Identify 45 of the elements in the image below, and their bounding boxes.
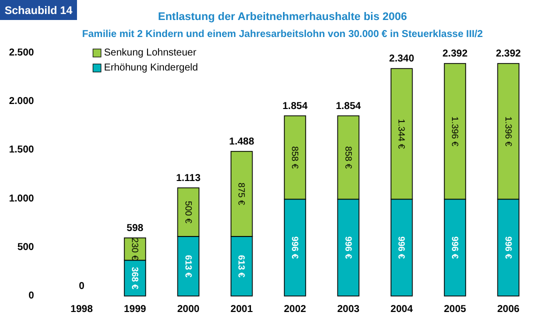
data-label: 858 €: [343, 146, 354, 169]
x-tick-label: 2005: [444, 304, 467, 315]
chart-subtitle: Familie mit 2 Kindern und einem Jahresarbeitslohn von 30.000 € in Steuerklasse III/2: [82, 29, 484, 40]
data-label: 875 €: [236, 182, 247, 206]
data-label: 500 €: [183, 200, 194, 224]
x-tick-label: 2000: [177, 304, 200, 315]
y-tick-label: 0: [28, 290, 34, 302]
y-tick-label: 2.500: [8, 48, 34, 58]
data-label: 996 €: [450, 236, 460, 259]
total-label: 2.392: [496, 48, 522, 60]
y-tick-label: 500: [17, 242, 34, 253]
total-label: 1.854: [282, 100, 308, 112]
y-tick-label: 1.000: [8, 193, 34, 204]
data-label: 996 €: [396, 236, 407, 259]
data-label: 368 €: [130, 266, 140, 290]
total-label: 598: [126, 222, 144, 234]
total-label: 2.340: [389, 54, 415, 65]
y-tick-label: 2.000: [8, 96, 34, 108]
total-label: 0: [78, 281, 85, 292]
data-label: 613 €: [183, 254, 194, 278]
data-label: 1.396 €: [503, 116, 514, 146]
total-label: 1.488: [229, 136, 255, 148]
y-tick-label: 1.500: [8, 144, 34, 156]
total-label: 2.392: [442, 48, 468, 60]
chart-title: Entlastung der Arbeitnehmerhaushalte bis 2006: [158, 11, 407, 23]
text: Schaubild 14: [4, 5, 74, 17]
total-label: 1.854: [336, 100, 362, 112]
data-label: 1.396 €: [450, 116, 460, 146]
data-label: 858 €: [290, 146, 300, 169]
data-label: 996 €: [290, 236, 300, 259]
data-label: 996 €: [503, 236, 514, 259]
x-tick-label: 2002: [284, 304, 307, 315]
data-label: 996 €: [343, 236, 354, 259]
x-tick-label: 2001: [230, 304, 254, 315]
x-tick-label: 2003: [337, 304, 360, 315]
data-label: 230 €: [130, 238, 140, 260]
legend-label: Senkung Lohnsteuer: [104, 48, 197, 58]
x-tick-label: 1998: [70, 304, 94, 315]
x-tick-label: 2006: [497, 304, 520, 315]
data-label: 1.344 €: [396, 118, 407, 149]
x-tick-label: 1999: [124, 304, 147, 315]
data-label: 613 €: [236, 254, 247, 278]
total-label: 1.113: [176, 172, 201, 184]
legend-label: Erhöhung Kindergeld: [104, 62, 198, 74]
x-tick-label: 2004: [390, 304, 414, 315]
